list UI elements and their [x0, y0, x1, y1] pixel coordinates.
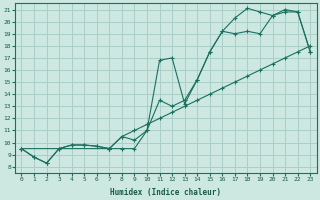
X-axis label: Humidex (Indice chaleur): Humidex (Indice chaleur) — [110, 188, 221, 197]
